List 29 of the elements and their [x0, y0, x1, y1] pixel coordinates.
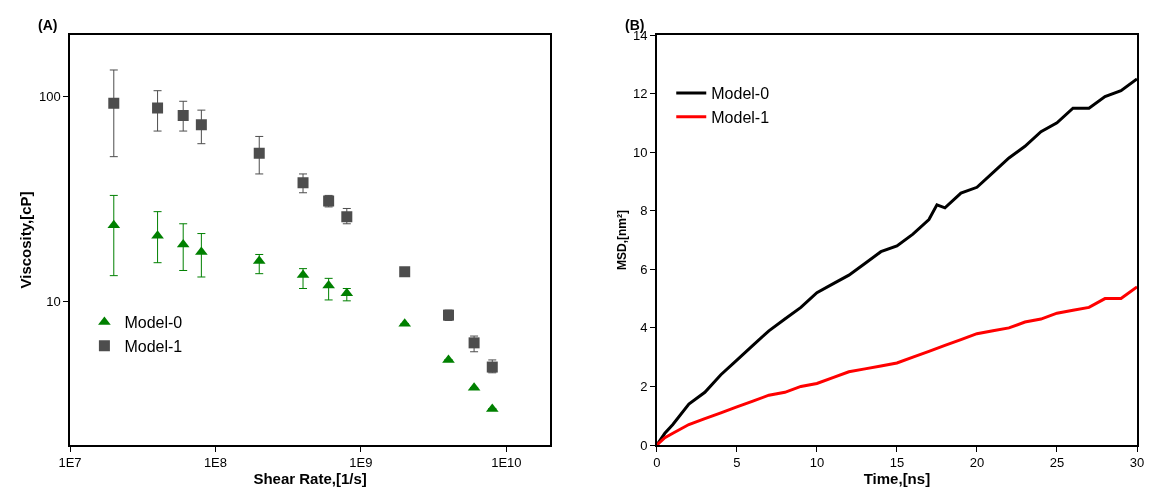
x-tick-label: 15: [889, 455, 905, 471]
x-tick-label: 1E7: [58, 455, 82, 471]
x-tick-label: 0: [653, 455, 661, 471]
x-tick-label: 1E9: [349, 455, 373, 471]
legend-label: Model-0: [711, 85, 770, 103]
legend-label: Model-0: [124, 314, 183, 332]
legend-label: Model-1: [711, 108, 770, 126]
y-axis-title: Viscosity,[cP]: [16, 191, 34, 289]
y-tick-label: 2: [640, 378, 648, 394]
x-tick-label: 10: [809, 455, 825, 471]
y-tick-label: 8: [640, 203, 648, 219]
y-tick-label: 0: [640, 437, 648, 453]
x-tick-label: 30: [1129, 455, 1145, 471]
x-tick-label: 1E10: [491, 455, 522, 471]
x-axis-title: Shear Rate,[1/s]: [253, 470, 367, 488]
x-tick-label: 25: [1049, 455, 1065, 471]
x-tick-label: 20: [969, 455, 985, 471]
legend-label: Model-1: [124, 337, 183, 355]
chart-title: (A): [38, 17, 58, 33]
y-tick-label: 10: [633, 144, 648, 160]
y-tick-label: 6: [640, 261, 648, 277]
x-tick-label: 1E8: [203, 455, 228, 471]
y-tick-label: 100: [38, 89, 61, 105]
x-axis-title: Time,[ns]: [863, 470, 931, 488]
x-tick-label: 5: [733, 455, 741, 471]
y-tick-label: 12: [633, 86, 648, 102]
line-series: [656, 285, 1137, 445]
y-tick-label: 4: [640, 320, 648, 336]
y-axis-title: MSD,[nm²]: [614, 210, 629, 270]
